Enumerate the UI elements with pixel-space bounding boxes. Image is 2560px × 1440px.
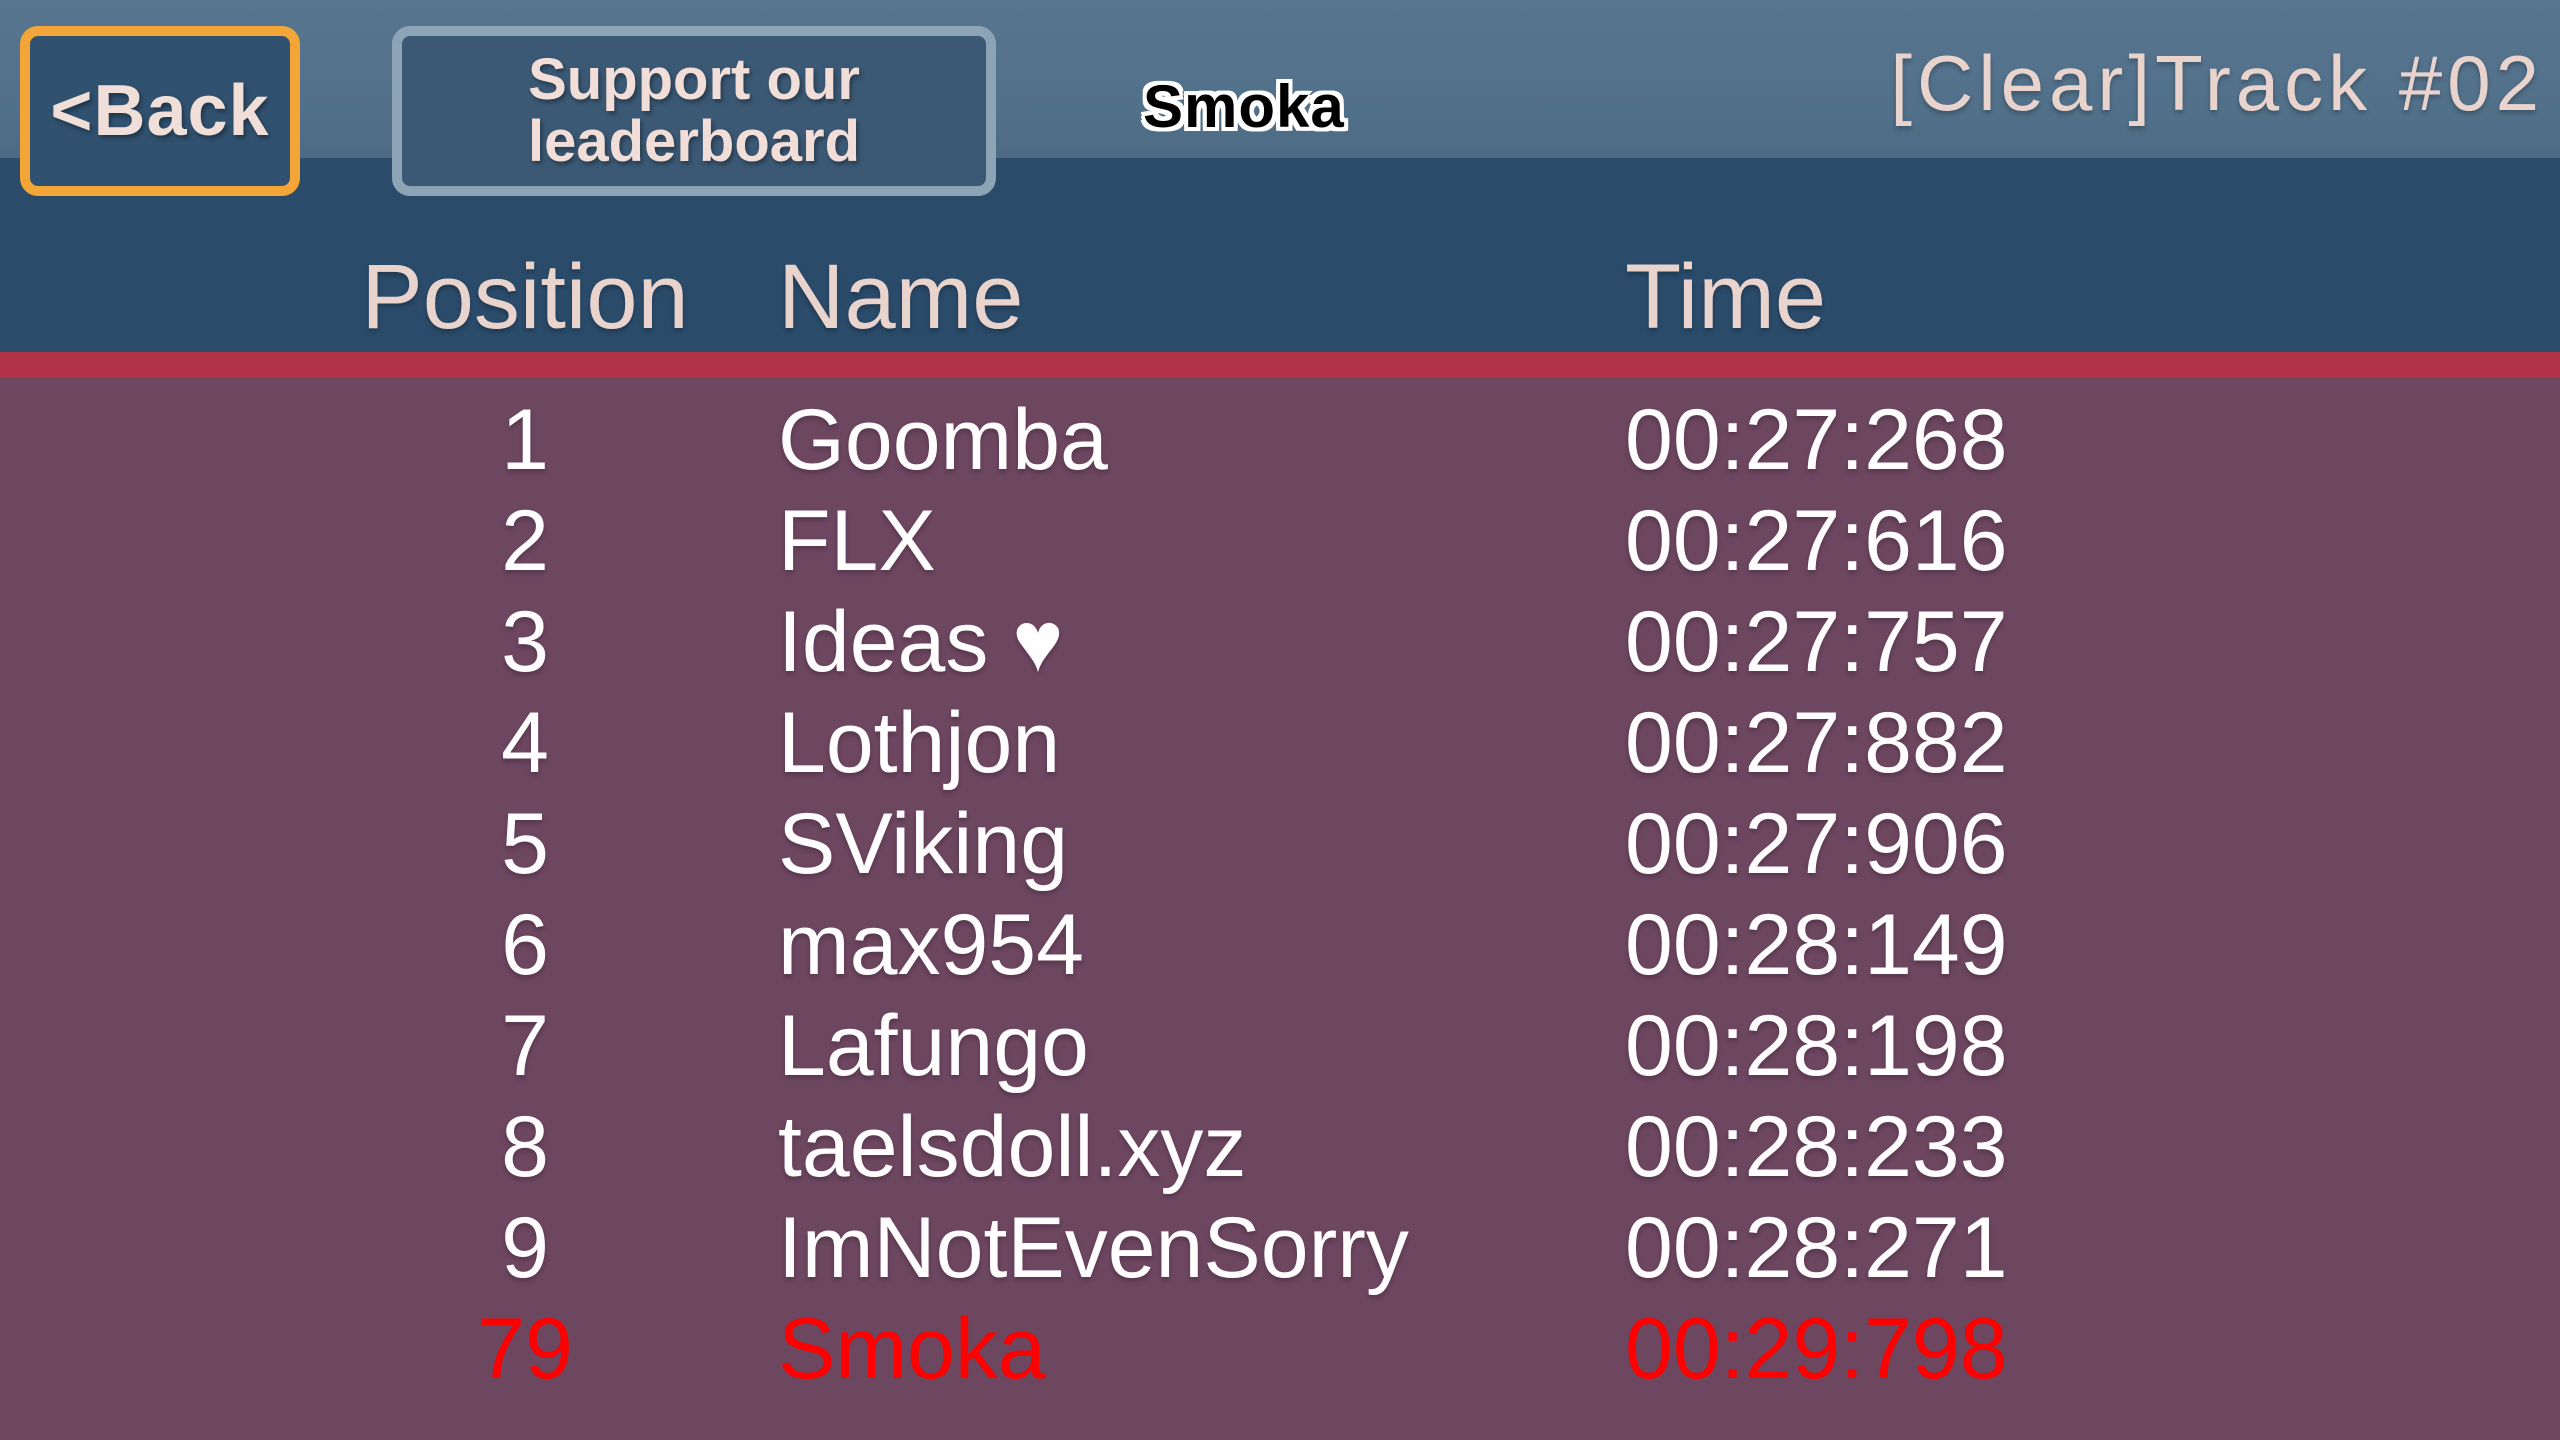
time-column-header: Time: [1625, 245, 1827, 348]
position-cell: 7: [501, 998, 549, 1094]
leaderboard-row: 79 Smoka 00:29:798: [0, 1299, 2560, 1400]
name-cell: Goomba: [778, 392, 1108, 488]
name-cell: SViking: [778, 796, 1069, 892]
position-cell: 5: [501, 796, 549, 892]
name-cell: taelsdoll.xyz: [778, 1099, 1247, 1195]
leaderboard-row: 8 taelsdoll.xyz 00:28:233: [0, 1097, 2560, 1198]
position-cell: 2: [501, 493, 549, 589]
time-cell: 00:29:798: [1625, 1301, 2008, 1397]
leaderboard-row: 6 max954 00:28:149: [0, 895, 2560, 996]
leaderboard-row: 1 Goomba 00:27:268: [0, 390, 2560, 491]
position-column-header: Position: [361, 245, 689, 348]
position-cell: 3: [501, 594, 549, 690]
name-column-header: Name: [778, 245, 1024, 348]
time-cell: 00:27:882: [1625, 695, 2008, 791]
name-cell: Lafungo: [778, 998, 1089, 1094]
time-cell: 00:27:616: [1625, 493, 2008, 589]
position-cell: 79: [477, 1301, 573, 1397]
name-cell: Lothjon: [778, 695, 1061, 791]
leaderboard-row: 4 Lothjon 00:27:882: [0, 693, 2560, 794]
support-leaderboard-button[interactable]: Support our leaderboard: [392, 26, 996, 196]
leaderboard-row: 3 Ideas ♥ 00:27:757: [0, 592, 2560, 693]
position-cell: 1: [501, 392, 549, 488]
leaderboard-row: 7 Lafungo 00:28:198: [0, 996, 2560, 1097]
position-cell: 8: [501, 1099, 549, 1195]
current-player-name-label: Smoka: [1143, 73, 1345, 140]
name-cell: Smoka: [778, 1301, 1046, 1397]
position-cell: 9: [501, 1200, 549, 1296]
time-cell: 00:27:906: [1625, 796, 2008, 892]
time-cell: 00:27:268: [1625, 392, 2008, 488]
table-header-row: Position Name Time: [0, 242, 2560, 352]
leaderboard-row: 9 ImNotEvenSorry 00:28:271: [0, 1198, 2560, 1299]
back-button[interactable]: <Back: [20, 26, 300, 196]
track-title: [Clear]Track #02: [1890, 39, 2544, 127]
leaderboard-row: 2 FLX 00:27:616: [0, 491, 2560, 592]
time-cell: 00:27:757: [1625, 594, 2008, 690]
name-cell: Ideas ♥: [778, 594, 1064, 690]
time-cell: 00:28:233: [1625, 1099, 2008, 1195]
leaderboard-rows: 1 Goomba 00:27:268 2 FLX 00:27:616 3 Ide…: [0, 378, 2560, 1440]
position-cell: 6: [501, 897, 549, 993]
time-cell: 00:28:198: [1625, 998, 2008, 1094]
name-cell: ImNotEvenSorry: [778, 1200, 1409, 1296]
position-cell: 4: [501, 695, 549, 791]
name-cell: FLX: [778, 493, 936, 589]
back-button-label: <Back: [50, 71, 270, 151]
support-button-label: Support our leaderboard: [528, 46, 860, 174]
red-divider: [0, 352, 2560, 378]
leaderboard-row: 5 SViking 00:27:906: [0, 794, 2560, 895]
time-cell: 00:28:149: [1625, 897, 2008, 993]
time-cell: 00:28:271: [1625, 1200, 2008, 1296]
name-cell: max954: [778, 897, 1084, 993]
